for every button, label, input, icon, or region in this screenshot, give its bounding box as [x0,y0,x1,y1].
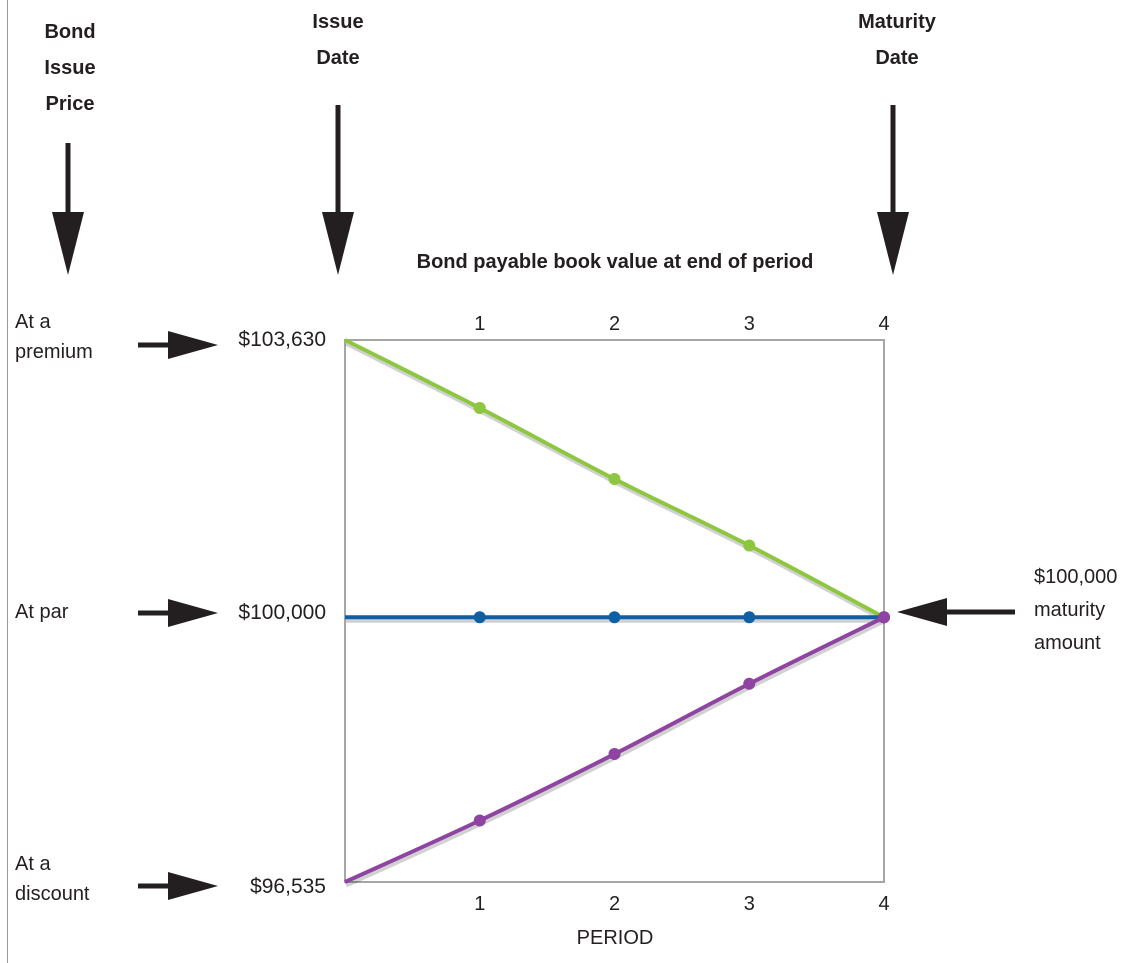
right-arrow-icon [138,599,218,627]
row-label-line: discount [15,883,90,905]
x-tick-label-bottom: 1 [474,893,485,915]
right-arrow-icon [138,872,218,900]
x-tick-label-top: 1 [474,313,485,335]
header-line: Bond [44,21,96,43]
left-arrow-icon [897,598,1015,626]
header-line: Date [875,47,919,69]
price-par: $100,000 [238,601,326,624]
page-border [7,0,8,963]
header-maturity-date: Maturity Date [837,4,957,76]
row-label-premium: At a premium [15,307,93,367]
data-point-par [473,611,486,624]
header-line: Issue [44,57,96,79]
row-label-line: premium [15,341,93,363]
x-tick-label-top: 2 [609,313,620,335]
header-issue-date: Issue Date [298,4,378,76]
row-label-discount: At a discount [15,849,90,909]
x-axis-label: PERIOD [577,927,654,949]
bottom-tick-labels: 1 2 3 4 [474,893,889,915]
maturity-note-line: $100,000 [1034,566,1118,588]
data-point-discount [878,611,890,624]
header-line: Date [316,47,360,69]
data-point-premium [608,473,621,486]
row-label-par: At par [15,597,68,627]
down-arrow-icon [877,105,909,275]
right-arrow-icon [138,331,218,359]
maturity-amount-note: $100,000 maturity amount [1034,561,1117,660]
top-tick-labels: 1 2 3 4 [474,313,889,335]
row-label-line: At a [15,853,51,875]
header-line: Issue [312,11,364,33]
down-arrow-icon [322,105,354,275]
data-point-par [608,611,621,624]
x-tick-label-bottom: 2 [609,893,620,915]
data-point-discount [743,677,756,690]
data-point-premium [473,401,486,414]
series-layer [344,338,890,888]
maturity-note-line: amount [1034,632,1101,654]
row-label-line: At par [15,601,69,623]
maturity-note-line: maturity [1034,599,1106,621]
header-line: Maturity [858,11,936,33]
header-bond-issue-price: Bond Issue Price [30,14,110,122]
x-tick-label-top: 4 [878,313,889,335]
data-point-premium [743,539,756,552]
price-premium: $103,630 [238,328,326,351]
row-label-line: At a [15,311,51,333]
data-point-discount [473,814,486,827]
data-point-discount [608,748,621,761]
chart-title: Bond payable book value at end of period [417,251,814,273]
down-arrow-icon [52,143,84,275]
x-tick-label-top: 3 [744,313,755,335]
price-discount: $96,535 [250,875,326,898]
x-tick-label-bottom: 4 [878,893,889,915]
data-point-par [743,611,756,624]
header-line: Price [45,93,95,115]
plot-frame [344,339,885,883]
x-tick-label-bottom: 3 [744,893,755,915]
